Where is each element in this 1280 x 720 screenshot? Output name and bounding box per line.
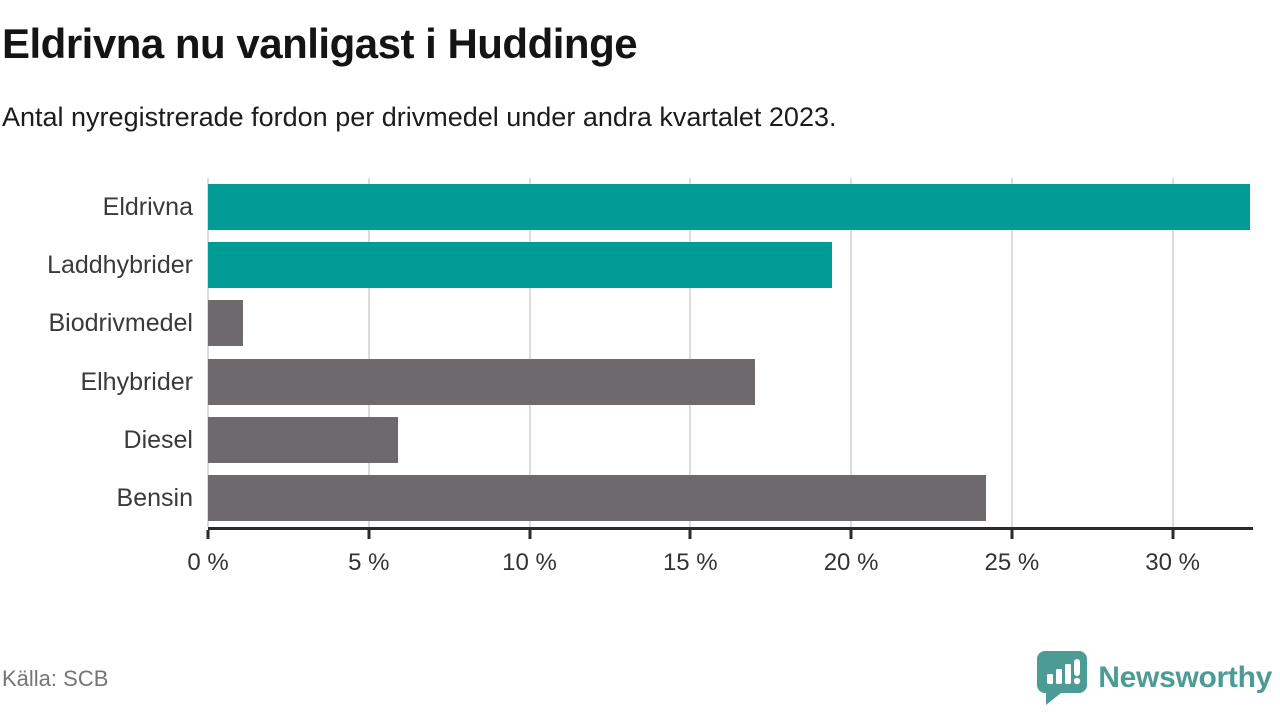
x-axis-tick — [1171, 530, 1175, 539]
bar-row: Bensin — [117, 474, 1253, 521]
newsworthy-bar-chart-icon — [1036, 650, 1088, 706]
bar-row: Diesel — [124, 416, 1253, 463]
x-axis-tick-label: 30 % — [1145, 549, 1200, 576]
gridline — [1171, 178, 1174, 527]
bar — [208, 358, 755, 405]
x-axis-tick-label: 10 % — [502, 549, 557, 576]
x-axis-tick — [688, 530, 692, 539]
x-axis-tick — [1010, 530, 1014, 539]
bar — [208, 474, 987, 521]
x-axis-tick-label: 5 % — [348, 549, 390, 576]
bar-row: Eldrivna — [103, 184, 1253, 231]
bar-row: Laddhybrider — [47, 242, 1253, 289]
x-axis-tick — [849, 530, 853, 539]
x-axis-tick — [367, 530, 371, 539]
x-axis-tick-label: 25 % — [984, 549, 1040, 576]
category-label: Diesel — [123, 425, 193, 454]
x-axis-tick-label: 0 % — [187, 549, 229, 576]
bar — [208, 184, 1250, 231]
x-axis-tick-label: 20 % — [823, 549, 879, 576]
plot-area: 0 % 5 % 10 % 15 % 20 % 25 % 30 % Eldrivna Laddhy… — [47, 178, 1253, 576]
chart-title: Eldrivna nu vanligast i Huddinge — [2, 20, 638, 67]
category-label: Bensin — [116, 483, 193, 512]
gridline — [850, 178, 853, 527]
newsworthy-logo: Newsworthy — [1036, 650, 1272, 706]
x-axis-tick — [528, 530, 532, 539]
gridline — [689, 178, 692, 527]
bar-row: Biodrivmedel — [48, 300, 1253, 347]
source-label: Källa: SCB — [2, 666, 109, 691]
x-axis-tick — [206, 530, 210, 539]
gridline — [207, 178, 209, 527]
bar — [208, 300, 244, 347]
category-label: Elhybrider — [80, 367, 193, 396]
category-label: Laddhybrider — [47, 251, 193, 280]
newsworthy-wordmark: Newsworthy — [1098, 661, 1272, 694]
gridline — [528, 178, 531, 527]
x-axis-tick-label: 15 % — [662, 549, 718, 576]
bar — [208, 242, 832, 289]
category-label: Eldrivna — [102, 193, 193, 222]
gridline — [367, 178, 370, 527]
gridline — [1010, 178, 1013, 527]
chart-subtitle: Antal nyregistrerade fordon per drivmede… — [2, 102, 837, 132]
bar — [208, 416, 398, 463]
category-label: Biodrivmedel — [48, 309, 193, 338]
bar-row: Elhybrider — [80, 358, 1253, 405]
